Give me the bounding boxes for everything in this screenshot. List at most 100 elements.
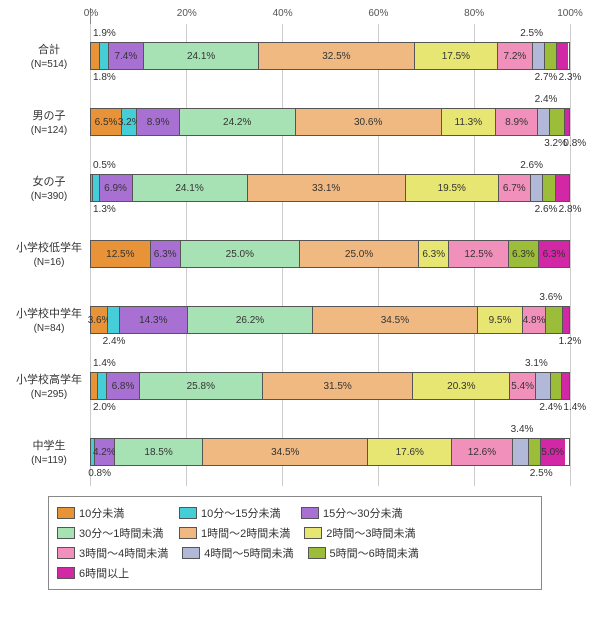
legend-swatch bbox=[179, 527, 197, 539]
bar-area: 0.5%2.6%6.9%24.1%33.1%19.5%6.7%1.3%2.6%2… bbox=[90, 156, 570, 222]
callout-label: 2.8% bbox=[559, 204, 582, 215]
bar-segment bbox=[545, 43, 558, 69]
bar-area: 3.4% 4.2%18.5%34.5%17.6%12.6%5.0% 0.8% 2.5% bbox=[90, 420, 570, 486]
legend-swatch bbox=[301, 507, 319, 519]
bar-segment: 25.0% bbox=[181, 241, 300, 267]
row-label: 小学校中学年(N=84) bbox=[8, 307, 90, 335]
legend-swatch bbox=[57, 507, 75, 519]
callout-label: 1.4% bbox=[93, 358, 116, 369]
bar-segment bbox=[562, 373, 569, 399]
bar-segment bbox=[557, 43, 568, 69]
legend-item: 4時間～5時間未満 bbox=[182, 545, 293, 561]
bar-segment: 6.3% bbox=[419, 241, 449, 267]
callout-label: 2.4% bbox=[535, 94, 558, 105]
legend-item: 10分未満 bbox=[57, 505, 165, 521]
legend-swatch bbox=[182, 547, 200, 559]
legend-item: 3時間～4時間未満 bbox=[57, 545, 168, 561]
bar-area: 12.5%6.3%25.0%25.0%6.3%12.5%6.3%6.3% bbox=[90, 222, 570, 288]
legend-item: 10分～15分未満 bbox=[179, 505, 287, 521]
legend-label: 10分～15分未満 bbox=[201, 505, 280, 521]
bar-segment: 11.3% bbox=[442, 109, 496, 135]
callout-label: 2.6% bbox=[520, 160, 543, 171]
chart-row: 合計(N=514)1.9%2.5%7.4%24.1%32.5%17.5%7.2%… bbox=[8, 24, 582, 90]
bar-segment: 7.2% bbox=[498, 43, 532, 69]
bar-segment bbox=[543, 175, 555, 201]
row-label: 小学校低学年(N=16) bbox=[8, 241, 90, 269]
bar-segment: 34.5% bbox=[203, 439, 368, 465]
bar-segment: 4.2% bbox=[95, 439, 115, 465]
bar-segment bbox=[108, 307, 119, 333]
x-axis: 0%20%40%60%80%100% bbox=[90, 8, 570, 24]
bar-segment: 17.5% bbox=[415, 43, 499, 69]
stacked-bar-chart: 0%20%40%60%80%100% 合計(N=514)1.9%2.5%7.4%… bbox=[8, 8, 582, 590]
bar-segment bbox=[565, 109, 569, 135]
bar-segment bbox=[546, 307, 563, 333]
bar-segment: 12.5% bbox=[449, 241, 509, 267]
legend-label: 10分未満 bbox=[79, 505, 124, 521]
callout-label: 0.8% bbox=[88, 468, 111, 479]
stacked-bar: 6.9%24.1%33.1%19.5%6.7% bbox=[90, 174, 570, 202]
callout-label: 2.4% bbox=[103, 336, 126, 347]
callout-label: 2.6% bbox=[535, 204, 558, 215]
bar-segment: 26.2% bbox=[188, 307, 313, 333]
bar-segment bbox=[91, 373, 98, 399]
callout-label: 3.1% bbox=[525, 358, 548, 369]
legend-item: 30分～1時間未満 bbox=[57, 525, 165, 541]
stacked-bar: 7.4%24.1%32.5%17.5%7.2% bbox=[90, 42, 570, 70]
chart-row: 男の子(N=124) 2.4% 6.5%3.2%8.9%24.2%30.6%11.3… bbox=[8, 90, 582, 156]
legend-swatch bbox=[57, 567, 75, 579]
bar-segment: 17.6% bbox=[368, 439, 452, 465]
legend-item: 5時間～6時間未満 bbox=[308, 545, 419, 561]
legend-swatch bbox=[179, 507, 197, 519]
stacked-bar: 6.8%25.8%31.5%20.3%5.4% bbox=[90, 372, 570, 400]
legend-label: 30分～1時間未満 bbox=[79, 525, 163, 541]
legend-item: 6時間以上 bbox=[57, 565, 165, 581]
callout-label: 1.8% bbox=[93, 72, 116, 83]
bar-segment bbox=[100, 43, 109, 69]
callout-label: 1.2% bbox=[559, 336, 582, 347]
axis-tick: 60% bbox=[358, 8, 398, 19]
bar-segment: 3.6% bbox=[91, 307, 108, 333]
legend-item: 15分～30分未満 bbox=[301, 505, 409, 521]
bar-segment: 34.5% bbox=[313, 307, 478, 333]
bar-segment: 24.1% bbox=[133, 175, 248, 201]
bar-segment bbox=[551, 373, 562, 399]
legend-label: 15分～30分未満 bbox=[323, 505, 402, 521]
axis-tick: 0% bbox=[71, 8, 111, 19]
callout-label: 3.6% bbox=[539, 292, 562, 303]
legend-swatch bbox=[304, 527, 322, 539]
bar-segment: 6.3% bbox=[151, 241, 181, 267]
callout-label: 2.5% bbox=[530, 468, 553, 479]
chart-rows: 合計(N=514)1.9%2.5%7.4%24.1%32.5%17.5%7.2%… bbox=[8, 24, 582, 486]
bar-segment: 25.0% bbox=[300, 241, 419, 267]
bar-segment: 33.1% bbox=[248, 175, 406, 201]
bar-area: 1.9%2.5%7.4%24.1%32.5%17.5%7.2%1.8%2.7%2… bbox=[90, 24, 570, 90]
legend: 10分未満 10分～15分未満 15分～30分未満 30分～1時間未満 1時間～2時間未… bbox=[48, 496, 542, 590]
bar-segment: 30.6% bbox=[296, 109, 442, 135]
chart-row: 小学校中学年(N=84)3.6%3.6%14.3%26.2%34.5%9.5%4… bbox=[8, 288, 582, 354]
bar-segment: 6.8% bbox=[107, 373, 139, 399]
chart-row: 小学校高学年(N=295)1.4%3.1%6.8%25.8%31.5%20.3%… bbox=[8, 354, 582, 420]
bar-segment: 32.5% bbox=[259, 43, 414, 69]
row-label: 女の子(N=390) bbox=[8, 175, 90, 203]
bar-segment: 14.3% bbox=[120, 307, 188, 333]
bar-segment: 31.5% bbox=[263, 373, 413, 399]
bar-segment: 12.6% bbox=[452, 439, 512, 465]
legend-swatch bbox=[57, 547, 75, 559]
bar-segment: 9.5% bbox=[478, 307, 523, 333]
bar-area: 2.4%6.5%3.2%8.9%24.2%30.6%11.3%8.9%3.2%0… bbox=[90, 90, 570, 156]
chart-row: 中学生(N=119)3.4%4.2%18.5%34.5%17.6%12.6%5.… bbox=[8, 420, 582, 486]
legend-label: 3時間～4時間未満 bbox=[79, 545, 168, 561]
row-label: 男の子(N=124) bbox=[8, 109, 90, 137]
callout-label: 2.7% bbox=[535, 72, 558, 83]
bar-segment: 8.9% bbox=[496, 109, 539, 135]
bar-segment: 25.8% bbox=[140, 373, 263, 399]
stacked-bar: 4.2%18.5%34.5%17.6%12.6%5.0% bbox=[90, 438, 570, 466]
legend-item: 1時間～2時間未満 bbox=[179, 525, 290, 541]
bar-segment: 7.4% bbox=[109, 43, 144, 69]
legend-label: 4時間～5時間未満 bbox=[204, 545, 293, 561]
axis-tick: 20% bbox=[167, 8, 207, 19]
bar-segment bbox=[531, 175, 543, 201]
stacked-bar: 6.5%3.2%8.9%24.2%30.6%11.3%8.9% bbox=[90, 108, 570, 136]
callout-label: 3.4% bbox=[511, 424, 534, 435]
